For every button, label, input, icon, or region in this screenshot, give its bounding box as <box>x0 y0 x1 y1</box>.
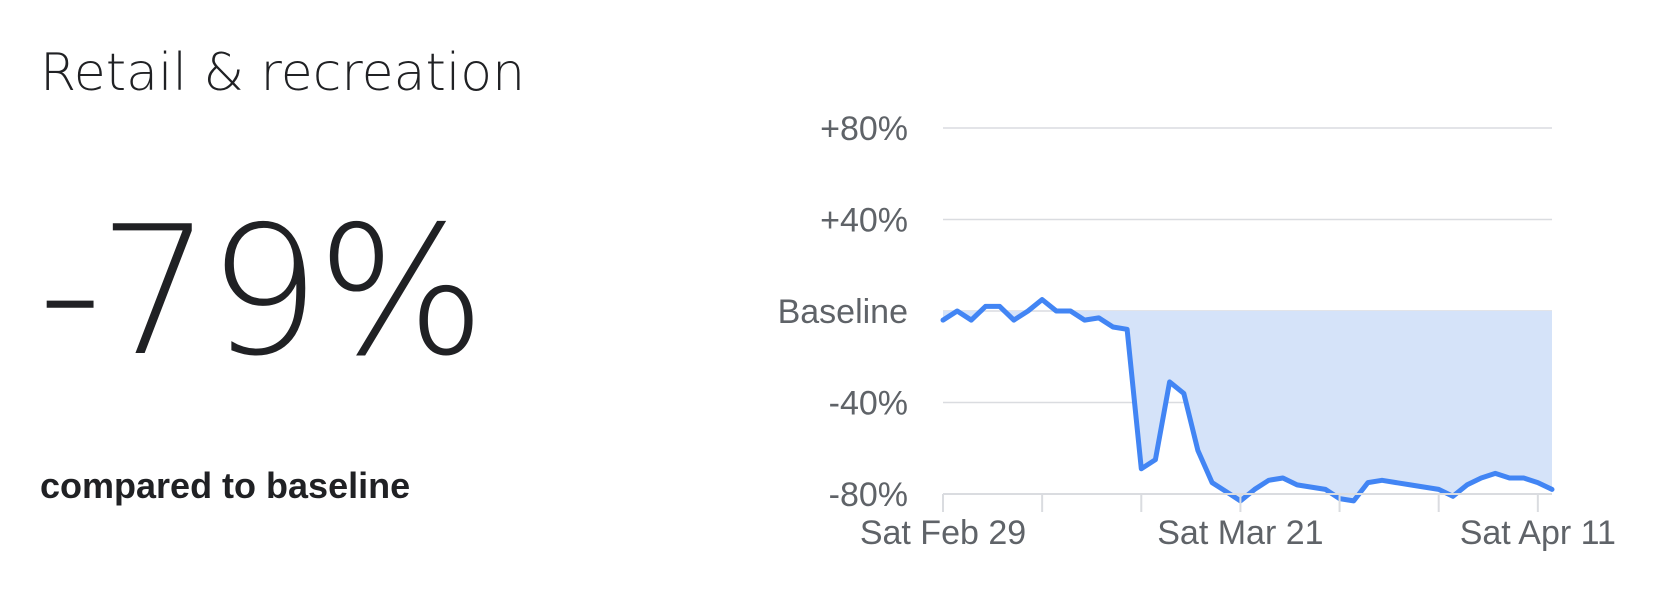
y-axis-labels: +80% +40% Baseline -40% -80% <box>778 110 908 514</box>
x-tick-label: Sat Feb 29 <box>860 514 1026 552</box>
headline-percent-change: -79% <box>38 188 486 395</box>
x-axis <box>942 493 1552 512</box>
comparison-label: compared to baseline <box>40 465 411 506</box>
x-axis-labels: Sat Feb 29 Sat Mar 21 Sat Apr 11 <box>860 514 1616 552</box>
area-layer <box>940 297 1555 504</box>
category-title: Retail & recreation <box>40 43 526 103</box>
below-baseline-area <box>943 311 1552 501</box>
x-tick-label: Sat Apr 11 <box>1460 514 1616 552</box>
y-tick-label: Baseline <box>778 293 908 331</box>
y-tick-label: -80% <box>829 476 908 514</box>
y-tick-label: +80% <box>820 110 908 148</box>
trend-line <box>940 297 1555 504</box>
x-tick-label: Sat Mar 21 <box>1157 514 1323 552</box>
y-tick-label: +40% <box>820 202 908 240</box>
y-tick-label: -40% <box>829 385 908 423</box>
